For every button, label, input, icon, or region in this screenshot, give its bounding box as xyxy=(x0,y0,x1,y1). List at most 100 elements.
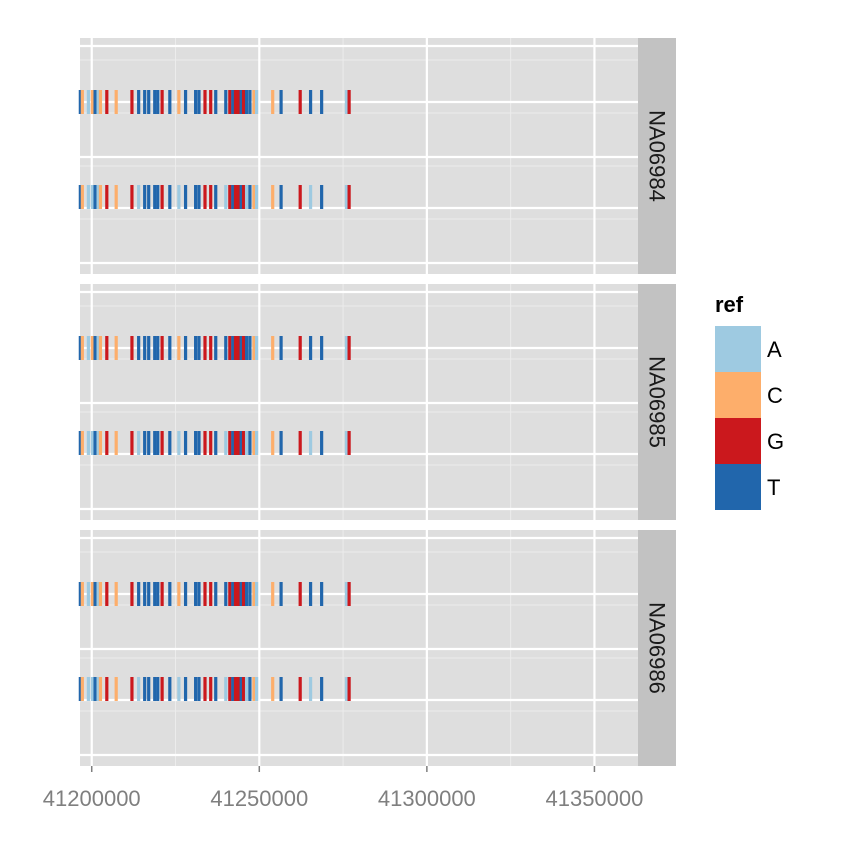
variant-mark xyxy=(231,336,235,360)
variant-mark xyxy=(233,336,238,360)
variant-mark xyxy=(203,90,207,114)
legend-key xyxy=(715,464,761,510)
x-tick-label: 41300000 xyxy=(378,786,476,811)
variant-mark xyxy=(252,582,256,606)
variant-mark xyxy=(90,431,94,455)
variant-mark xyxy=(143,677,147,701)
variant-mark xyxy=(244,677,249,701)
variant-mark xyxy=(130,90,134,114)
facet-panel: NA06984 xyxy=(78,38,676,274)
variant-mark xyxy=(137,90,141,114)
variant-mark xyxy=(214,582,218,606)
variant-mark xyxy=(255,185,259,209)
variant-mark xyxy=(93,336,97,360)
variant-mark xyxy=(78,185,82,209)
variant-mark xyxy=(344,336,349,360)
variant-mark xyxy=(320,336,324,360)
variant-mark xyxy=(255,677,259,701)
variant-mark xyxy=(209,582,213,606)
variant-mark xyxy=(86,431,90,455)
variant-mark xyxy=(209,90,213,114)
variant-mark xyxy=(233,677,238,701)
variant-mark xyxy=(194,336,198,360)
variant-mark xyxy=(344,90,349,114)
variant-mark xyxy=(320,677,324,701)
variant-mark xyxy=(248,677,252,701)
variant-mark xyxy=(279,431,283,455)
variant-mark xyxy=(93,431,97,455)
variant-mark xyxy=(194,431,198,455)
variant-mark xyxy=(153,336,157,360)
variant-mark xyxy=(96,582,100,606)
variant-mark xyxy=(271,185,275,209)
variant-mark xyxy=(231,90,235,114)
variant-mark xyxy=(80,185,84,209)
variant-mark xyxy=(347,677,351,701)
variant-mark xyxy=(183,185,188,209)
variant-mark xyxy=(160,90,164,114)
variant-mark xyxy=(194,677,198,701)
variant-mark xyxy=(298,677,302,701)
variant-mark xyxy=(209,677,213,701)
variant-mark xyxy=(153,90,157,114)
variant-mark xyxy=(344,431,349,455)
variant-mark xyxy=(183,677,188,701)
variant-mark xyxy=(183,431,188,455)
variant-mark xyxy=(143,582,147,606)
x-tick-label: 41250000 xyxy=(210,786,308,811)
variant-mark xyxy=(344,677,349,701)
variant-mark xyxy=(147,336,151,360)
variant-mark xyxy=(239,185,243,209)
variant-track xyxy=(78,90,351,114)
variant-mark xyxy=(197,90,201,114)
variant-track xyxy=(78,431,351,455)
variant-mark xyxy=(156,336,160,360)
variant-mark xyxy=(244,582,249,606)
variant-mark xyxy=(228,185,232,209)
variant-mark xyxy=(153,582,157,606)
variant-mark xyxy=(271,336,275,360)
variant-mark xyxy=(156,582,160,606)
variant-mark xyxy=(241,582,246,606)
variant-mark xyxy=(255,336,259,360)
variant-mark xyxy=(130,336,134,360)
variant-mark xyxy=(105,677,109,701)
variant-mark xyxy=(271,90,275,114)
variant-mark xyxy=(236,90,241,114)
variant-mark xyxy=(224,90,228,114)
variant-mark xyxy=(241,90,246,114)
variant-mark xyxy=(233,185,238,209)
variant-mark xyxy=(197,582,201,606)
variant-mark xyxy=(98,582,103,606)
variant-mark xyxy=(298,90,302,114)
variant-mark xyxy=(114,90,118,114)
variant-mark xyxy=(255,582,259,606)
variant-mark xyxy=(248,582,252,606)
variant-mark xyxy=(233,90,238,114)
variant-mark xyxy=(156,90,160,114)
facet-strip xyxy=(638,284,676,520)
variant-mark xyxy=(160,185,164,209)
variant-mark xyxy=(248,90,252,114)
variant-mark xyxy=(143,431,147,455)
legend-title: ref xyxy=(715,292,744,317)
variant-mark xyxy=(130,431,134,455)
variant-mark xyxy=(347,336,351,360)
variant-mark xyxy=(137,336,141,360)
variant-mark xyxy=(214,677,218,701)
variant-mark xyxy=(114,336,118,360)
variant-mark xyxy=(137,582,141,606)
variant-mark xyxy=(298,582,302,606)
variant-mark xyxy=(224,677,228,701)
variant-mark xyxy=(78,336,82,360)
variant-mark xyxy=(143,336,147,360)
variant-mark xyxy=(209,336,213,360)
variant-mark xyxy=(308,431,313,455)
variant-mark xyxy=(308,336,313,360)
variant-mark xyxy=(279,185,283,209)
variant-mark xyxy=(224,582,228,606)
variant-mark xyxy=(130,677,134,701)
variant-mark xyxy=(252,431,256,455)
variant-mark xyxy=(90,90,94,114)
variant-mark xyxy=(80,90,84,114)
